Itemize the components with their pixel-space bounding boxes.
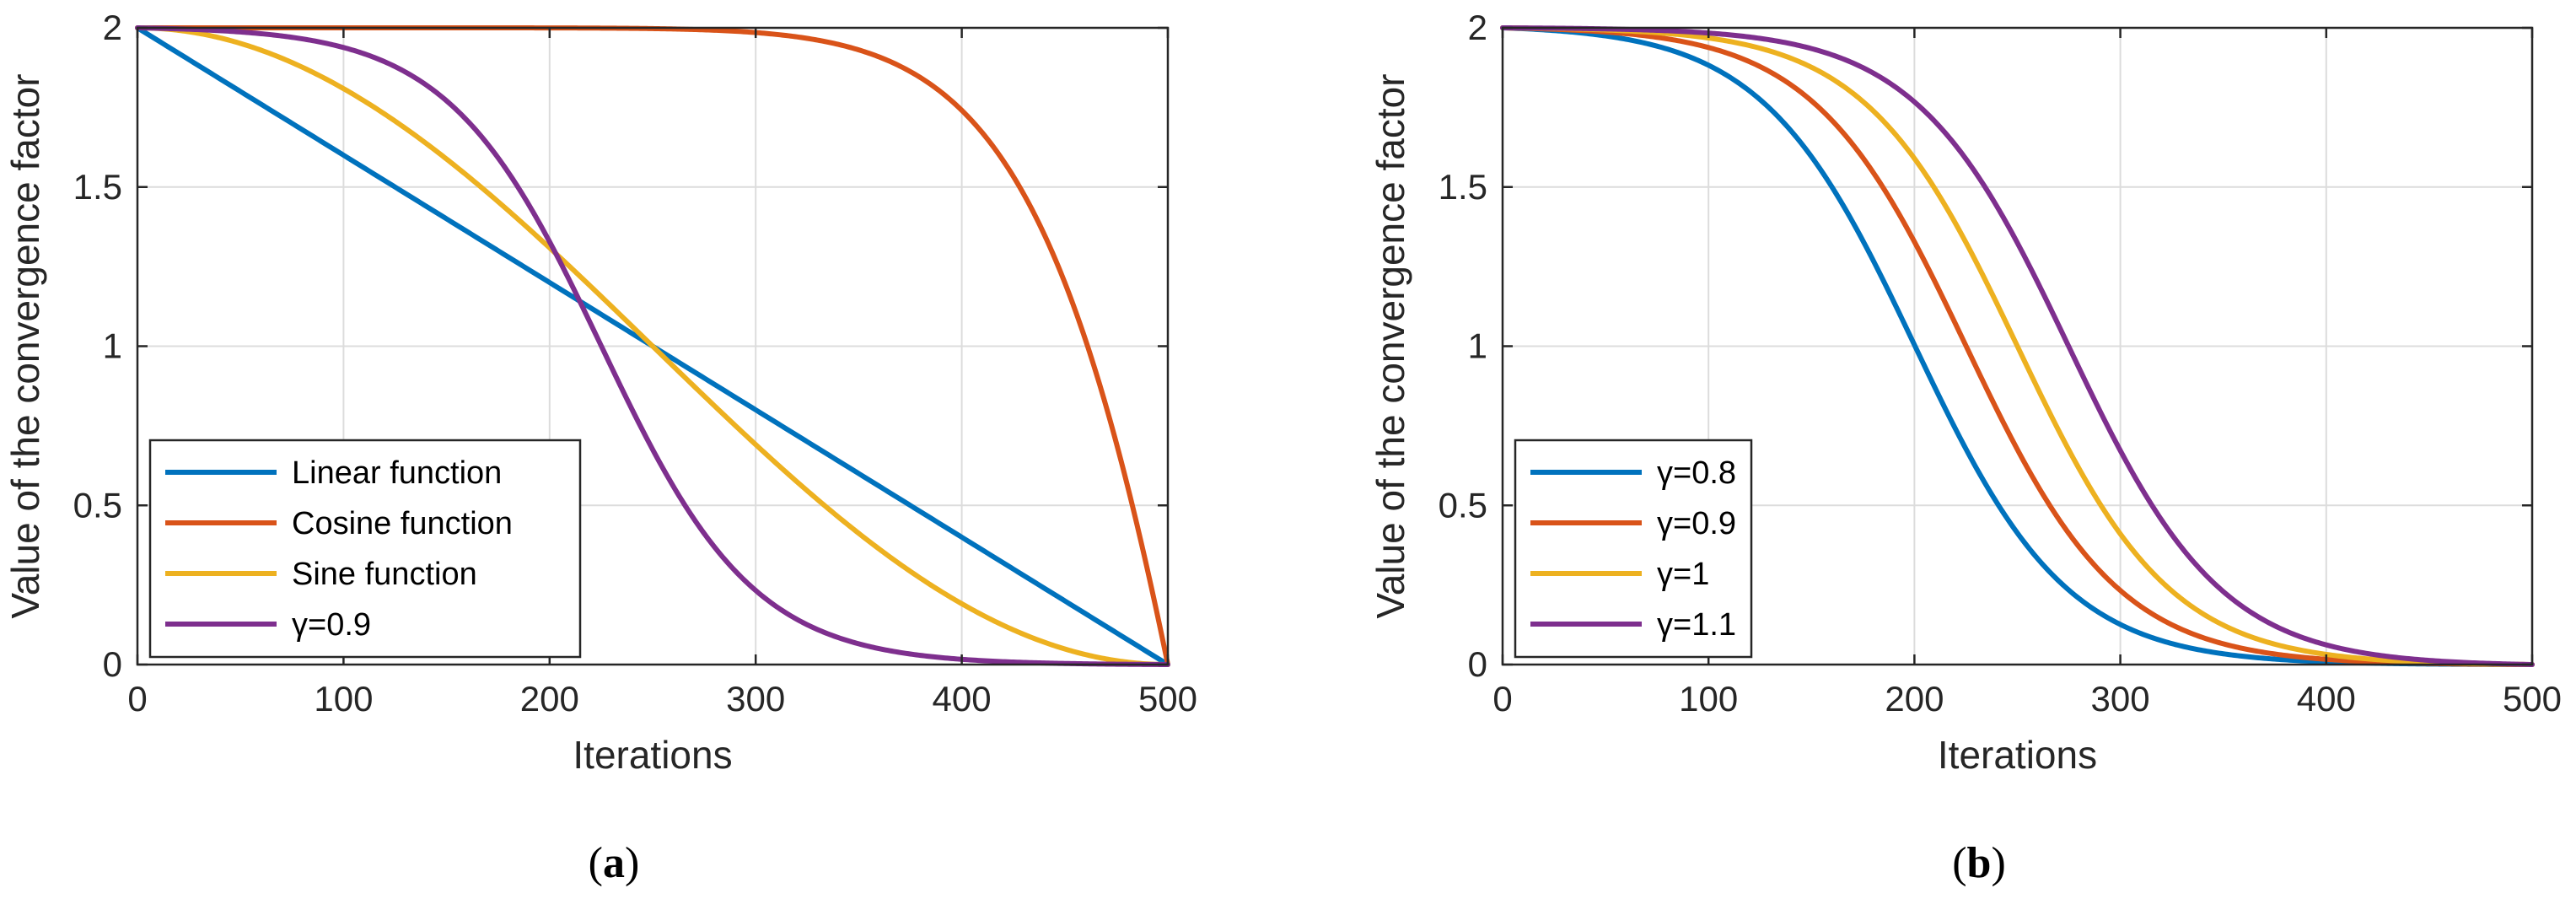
y-tick-label: 0 — [1468, 644, 1487, 684]
chart-panel-a: 0 100 200 300 400 500 0 0.5 1 1.5 2 Iterations Value… — [3, 8, 1197, 887]
y-tick-label: 1 — [103, 326, 122, 366]
series-line-3 — [1500, 25, 2535, 667]
x-axis-label: Iterations — [573, 733, 732, 777]
y-tick-label: 1 — [1468, 326, 1487, 366]
legend-label-4: γ=0.9 — [292, 607, 371, 643]
caption-open: ( — [589, 839, 603, 887]
legend-label-2: γ=0.9 — [1657, 506, 1736, 541]
legend-box — [1514, 439, 1753, 659]
legend-label-3: γ=1 — [1657, 557, 1709, 592]
series-line-3 — [135, 25, 1170, 667]
legend-label-1: Linear function — [292, 455, 502, 491]
legend-label-4: γ=1.1 — [1657, 607, 1736, 643]
series-line-2 — [1500, 25, 2535, 667]
x-tick-label: 0 — [1492, 679, 1512, 719]
y-axis-label: Value of the convergence factor — [3, 73, 47, 618]
x-tick-label: 200 — [520, 679, 579, 719]
x-tick-label: 0 — [127, 679, 147, 719]
legend: γ=0.8 γ=0.9 γ=1 γ=1.1 — [1514, 439, 1753, 659]
y-tick-label: 1.5 — [73, 167, 122, 207]
legend-label-3: Sine function — [292, 557, 477, 592]
x-tick-label: 500 — [2503, 679, 2562, 719]
series-line-4 — [135, 25, 1170, 667]
y-tick-label: 2 — [103, 8, 122, 47]
y-tick-label: 2 — [1468, 8, 1487, 47]
legend-label-2: Cosine function — [292, 506, 513, 541]
x-tick-label: 100 — [314, 679, 373, 719]
legend-box — [148, 439, 582, 659]
x-tick-label: 300 — [726, 679, 785, 719]
caption-close: ) — [1991, 839, 2005, 887]
x-tick-label: 400 — [2297, 679, 2356, 719]
caption-letter: b — [1967, 839, 1992, 887]
x-tick-label: 300 — [2091, 679, 2150, 719]
y-tick-label: 0.5 — [1439, 485, 1487, 525]
caption-close: ) — [625, 839, 639, 887]
series-group — [1500, 25, 2535, 667]
caption-letter: a — [603, 839, 625, 887]
x-axis-label: Iterations — [1938, 733, 2097, 777]
y-tick-label: 1.5 — [1439, 167, 1487, 207]
panel-caption: (b) — [1952, 839, 2006, 887]
y-tick-label: 0 — [103, 644, 122, 684]
series-line-4 — [1500, 25, 2535, 667]
ticks: 0 100 200 300 400 500 0 0.5 1 1.5 2 — [73, 8, 1197, 719]
chart-panel-b: 0 100 200 300 400 500 0 0.5 1 1.5 2 Iterations Value… — [1369, 8, 2562, 887]
y-axis-label: Value of the convergence factor — [1369, 73, 1412, 618]
caption-open: ( — [1952, 839, 1966, 887]
y-tick-label: 0.5 — [73, 485, 122, 525]
x-tick-label: 100 — [1679, 679, 1738, 719]
x-tick-label: 200 — [1885, 679, 1944, 719]
ticks: 0 100 200 300 400 500 0 0.5 1 1.5 2 — [1439, 8, 2562, 719]
x-tick-label: 400 — [933, 679, 992, 719]
legend: Linear function Cosine function Sine funct… — [148, 439, 582, 659]
x-tick-label: 500 — [1138, 679, 1197, 719]
legend-label-1: γ=0.8 — [1657, 455, 1736, 491]
panel-caption: (a) — [589, 839, 640, 887]
